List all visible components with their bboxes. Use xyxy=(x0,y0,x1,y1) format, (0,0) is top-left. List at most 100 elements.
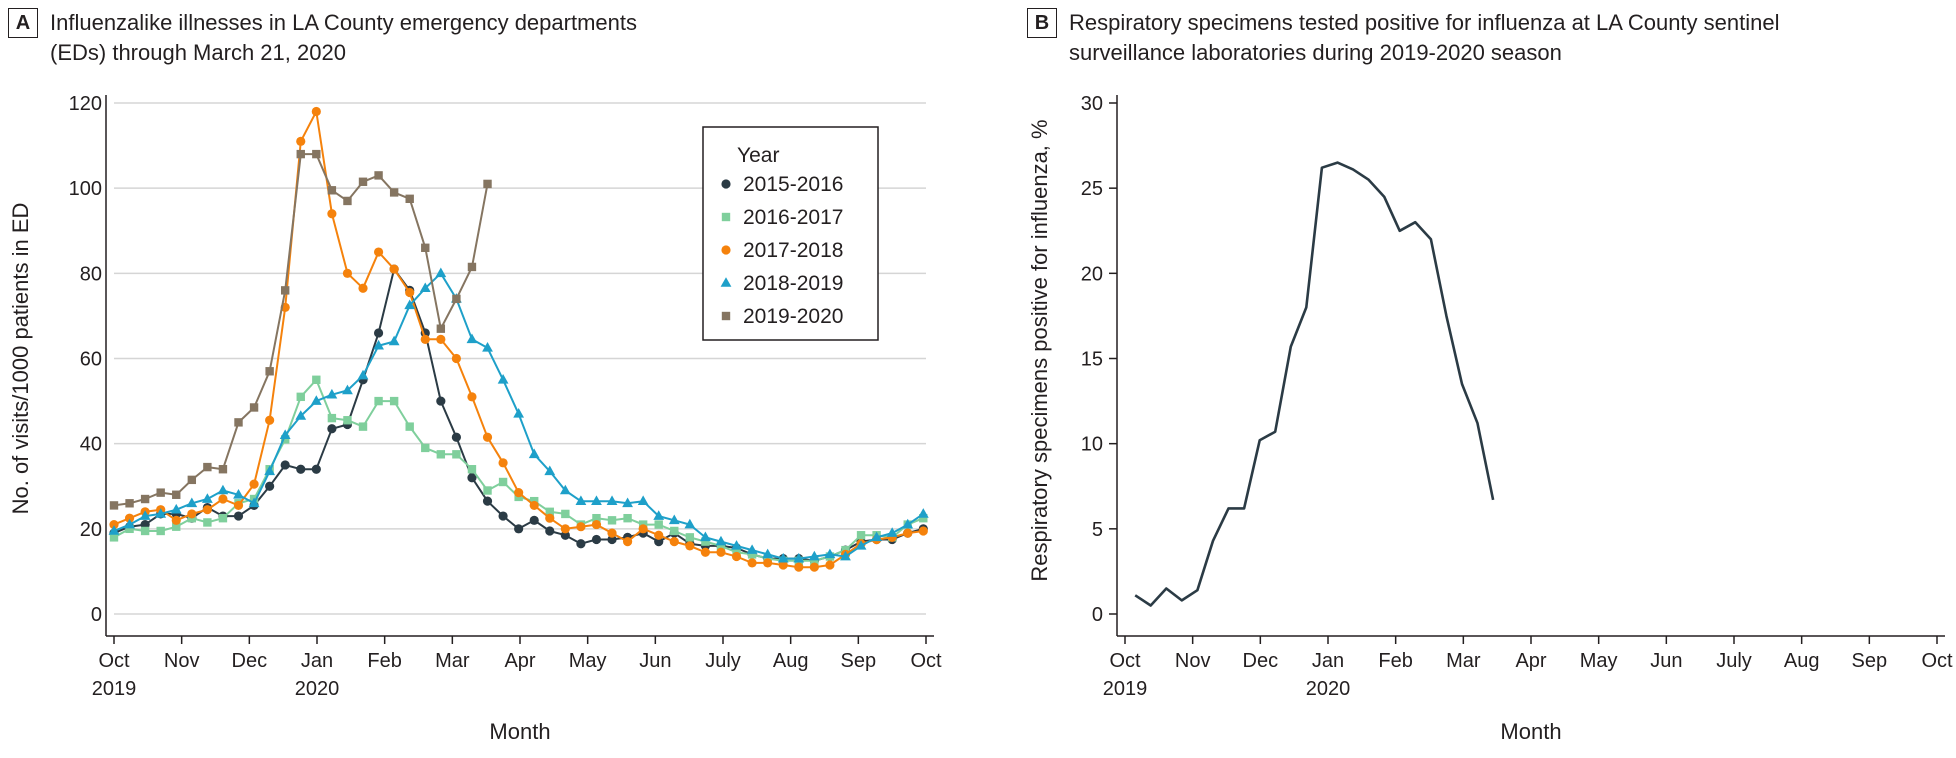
panel-a-xtick-year-label: 2020 xyxy=(295,678,340,700)
data-point-2016-2017 xyxy=(421,443,430,453)
panel-a-xtick-label: May xyxy=(569,650,607,672)
data-point-2015-2016 xyxy=(482,496,493,506)
data-point-2018-2019 xyxy=(871,531,883,542)
data-point-2018-2019 xyxy=(544,465,556,476)
data-point-2015-2016 xyxy=(327,424,337,434)
data-point-2017-2018 xyxy=(638,524,648,534)
data-point-2019-2020 xyxy=(296,149,305,159)
data-point-2018-2019 xyxy=(793,552,805,563)
panel-b-chart: 0 5 10 15 20 25 30 Oct 2019 Nov Dec Jan 2020 Feb Mar Ap… xyxy=(1027,93,1953,744)
data-point-2018-2019 xyxy=(388,335,400,346)
data-point-2018-2019 xyxy=(357,369,369,380)
data-point-2018-2019 xyxy=(902,518,914,529)
panel-b-title-line-2: surveillance laboratories during 2019-20… xyxy=(1069,40,1562,65)
data-point-2019-2020 xyxy=(234,418,243,427)
legend-label-2017-2018: 2017-2018 xyxy=(743,239,843,262)
data-point-2018-2019 xyxy=(186,497,198,508)
panel-b-xtick-label: Jan xyxy=(1312,650,1344,672)
data-point-2017-2018 xyxy=(794,562,804,572)
data-point-2017-2018 xyxy=(405,287,415,298)
data-point-2016-2017 xyxy=(280,435,290,444)
data-point-2018-2019 xyxy=(248,497,260,508)
data-point-2015-2016 xyxy=(451,432,461,442)
data-point-2017-2018 xyxy=(685,541,695,551)
data-point-2018-2019 xyxy=(637,495,649,505)
data-point-2017-2018 xyxy=(654,530,664,540)
data-point-2016-2017 xyxy=(716,541,726,551)
data-point-2018-2019 xyxy=(746,544,758,554)
panel-a-xtick-label: Oct xyxy=(98,650,130,672)
data-point-2017-2018 xyxy=(778,560,788,570)
data-point-2015-2016 xyxy=(514,524,524,534)
data-point-2018-2019 xyxy=(170,503,182,514)
panel-b-ytick-label: 30 xyxy=(1081,93,1103,115)
panel-a-ytick-label: 120 xyxy=(69,93,102,115)
data-point-2016-2017 xyxy=(358,422,368,431)
data-point-2017-2018 xyxy=(731,551,742,562)
data-point-2018-2019 xyxy=(201,493,213,503)
data-point-2017-2018 xyxy=(669,537,679,547)
data-point-2017-2018 xyxy=(373,247,384,257)
panel-b-ytick-label: 10 xyxy=(1081,434,1103,456)
panel-a-xtick-label: Dec xyxy=(232,650,268,672)
data-point-2017-2018 xyxy=(763,558,773,568)
data-point-2018-2019 xyxy=(404,299,416,310)
data-point-2018-2019 xyxy=(513,408,525,418)
data-point-2018-2019 xyxy=(855,540,867,550)
panel-b-xtick-label: July xyxy=(1716,650,1752,672)
data-point-2015-2016 xyxy=(373,328,384,338)
panel-a-xtick-label: Aug xyxy=(773,650,809,672)
data-point-2016-2017 xyxy=(312,375,321,384)
panel-b-xtick-label: Feb xyxy=(1378,650,1412,672)
legend: Year 2015-2016 2016-2017 2017-2018 2018-2019… xyxy=(702,126,879,341)
data-point-2016-2017 xyxy=(607,516,617,525)
panel-b-xtick-label: Mar xyxy=(1446,650,1481,672)
data-point-2019-2020 xyxy=(109,501,119,510)
data-point-2019-2020 xyxy=(405,194,414,204)
data-point-2018-2019 xyxy=(591,495,602,505)
data-point-2018-2019 xyxy=(264,465,276,476)
data-point-2018-2019 xyxy=(559,484,571,495)
data-point-2016-2017 xyxy=(203,518,212,527)
data-point-2018-2019 xyxy=(840,550,851,561)
legend-marker-2017-2018 xyxy=(721,245,731,255)
data-point-2017-2018 xyxy=(545,513,555,523)
panel-b-header: B Respiratory specimens tested positive … xyxy=(1027,8,1780,68)
data-point-2016-2017 xyxy=(467,465,477,474)
data-point-2016-2017 xyxy=(327,413,337,423)
legend-label-2015-2016: 2015-2016 xyxy=(743,173,843,196)
data-point-2018-2019 xyxy=(575,495,587,505)
data-point-2016-2017 xyxy=(701,537,710,546)
data-point-2019-2020 xyxy=(436,324,446,333)
data-point-2019-2020 xyxy=(483,179,492,189)
data-point-2017-2018 xyxy=(498,458,508,468)
legend-label-2018-2019: 2018-2019 xyxy=(743,272,843,295)
data-point-2017-2018 xyxy=(187,509,197,519)
panel-a-xtick-label: Sep xyxy=(841,650,877,672)
data-point-2019-2020 xyxy=(140,494,150,504)
data-point-2018-2019 xyxy=(684,518,696,529)
data-point-2015-2016 xyxy=(591,534,602,545)
data-point-2017-2018 xyxy=(233,500,244,511)
panel-a-ytick-label: 80 xyxy=(80,263,102,285)
panel-b-series-line xyxy=(1134,161,1495,607)
data-point-2018-2019 xyxy=(233,488,244,499)
data-point-2018-2019 xyxy=(653,510,665,520)
data-point-2018-2019 xyxy=(700,531,711,542)
data-point-2018-2019 xyxy=(295,410,307,420)
panel-b-xtick-year-label: 2019 xyxy=(1103,678,1148,700)
data-point-2018-2019 xyxy=(419,282,431,293)
panel-a-xtick-label: Feb xyxy=(367,650,401,672)
data-point-2018-2019 xyxy=(124,518,135,529)
data-point-2018-2019 xyxy=(668,514,680,525)
data-point-2016-2017 xyxy=(109,533,119,542)
data-point-2017-2018 xyxy=(700,547,711,557)
panel-a-title-line-2: (EDs) through March 21, 2020 xyxy=(50,40,346,65)
data-point-2015-2016 xyxy=(467,473,477,483)
data-point-2018-2019 xyxy=(482,342,493,352)
data-point-2016-2017 xyxy=(856,531,866,540)
panel-a-xtick-label: July xyxy=(705,650,741,672)
panel-a-header: A Influenzalike illnesses in LA County e… xyxy=(8,8,637,68)
data-point-2015-2016 xyxy=(265,481,275,491)
